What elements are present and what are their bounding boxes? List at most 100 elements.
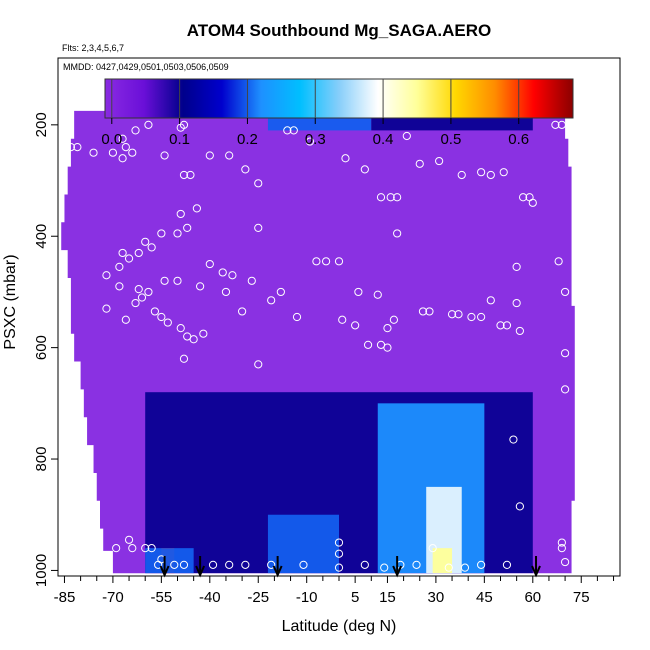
observation-point (144, 120, 153, 129)
observation-point (299, 560, 308, 569)
observation-point (502, 560, 512, 569)
observation-point (502, 321, 512, 330)
observation-point (144, 287, 153, 297)
observation-point (477, 312, 486, 322)
observation-point (560, 557, 570, 567)
observation-point (283, 126, 292, 135)
observation-point (519, 193, 528, 202)
observation-point (131, 126, 140, 135)
observation-point (241, 560, 250, 569)
x-axis: -85 -70 -55 -40 -25 -10 5 15 30 45 60 75 (54, 576, 615, 606)
x-tick-label: 15 (379, 589, 396, 606)
observation-point (157, 229, 166, 238)
observation-point (376, 193, 386, 202)
observation-point (112, 544, 121, 553)
observation-point (179, 120, 189, 129)
observation-point (289, 126, 298, 135)
observation-point (515, 502, 524, 511)
observation-point (238, 307, 247, 316)
observation-point (477, 168, 486, 177)
observation-point (121, 143, 130, 152)
x-tick-label: -25 (247, 589, 269, 606)
observation-point (351, 321, 360, 330)
observation-point (444, 563, 453, 572)
observation-point (334, 563, 344, 572)
observation-point (137, 293, 147, 302)
observation-point (173, 276, 182, 285)
observation-point (447, 310, 457, 319)
observation-point (512, 298, 521, 308)
colorbar-ticks: 0.0 0.1 0.2 0.3 0.4 0.5 0.6 (101, 118, 529, 148)
observation-point (393, 229, 402, 238)
observation-point (386, 193, 395, 202)
observation-point (131, 298, 140, 308)
observation-point (557, 538, 566, 547)
observation-point (499, 168, 508, 177)
x-tick-label: 60 (524, 589, 541, 606)
observation-point (341, 154, 350, 163)
observation-point (173, 229, 182, 238)
colorbar-dividers (111, 79, 520, 118)
observation-point (412, 560, 421, 569)
observation-point (560, 349, 570, 358)
observation-point (393, 193, 402, 202)
dropsonde-arrows (159, 556, 541, 578)
observation-point (560, 287, 570, 297)
colorbar (104, 78, 574, 119)
field-southern-ocean-bl (145, 548, 194, 574)
observation-point (557, 544, 566, 553)
observation-point (205, 151, 214, 160)
observation-point (435, 156, 444, 166)
observation-point (118, 154, 127, 163)
observation-point (486, 296, 495, 305)
observation-point (196, 282, 205, 291)
x-tick-label: 30 (428, 589, 445, 606)
dropsonde-arrow (531, 556, 541, 578)
observation-point (189, 335, 198, 344)
observation-point (208, 560, 218, 569)
observation-point (467, 312, 476, 322)
observation-point (425, 307, 434, 316)
observation-point (121, 315, 130, 324)
observation-point (228, 271, 237, 280)
observation-point (334, 538, 344, 547)
dropsonde-arrow (195, 556, 206, 578)
observation-point (276, 287, 285, 297)
y-axis: 200 400 600 800 1000 (33, 112, 58, 587)
y-tick-label: 800 (33, 447, 50, 472)
y-tick-label: 200 (33, 112, 50, 137)
x-tick-label: -10 (296, 589, 318, 606)
observation-point (373, 290, 382, 299)
observation-point (383, 343, 392, 352)
field-tropical-north-peak (432, 548, 453, 574)
observation-point (115, 262, 124, 271)
colorbar-tick-label: 0.0 (101, 131, 122, 148)
colorbar-tick-label: 0.1 (169, 131, 190, 148)
observation-point (225, 151, 234, 160)
field-southern-midlat-bl (267, 514, 339, 574)
observation-point (557, 120, 566, 129)
dropsonde-arrow (392, 556, 403, 578)
observation-point (509, 435, 518, 444)
observation-point (312, 257, 321, 266)
x-tick-label: 5 (351, 589, 359, 606)
observation-point (267, 560, 276, 569)
observation-point (363, 340, 373, 349)
observation-point (305, 137, 315, 146)
observation-point (418, 307, 428, 316)
observation-point (118, 248, 127, 258)
observation-point (66, 143, 76, 152)
observation-point (124, 254, 134, 263)
colorbar-tick-label: 0.4 (373, 131, 394, 148)
colorbar-tick-label: 0.6 (508, 131, 529, 148)
observation-point (454, 310, 463, 319)
observation-point (512, 262, 521, 271)
observation-point (179, 170, 189, 180)
observation-point (186, 170, 195, 180)
colorbar-tick-label: 0.3 (305, 131, 326, 148)
observation-point (428, 544, 437, 553)
observation-point (134, 285, 143, 294)
observation-point (477, 560, 486, 569)
y-tick-label: 400 (33, 224, 50, 249)
observation-point (147, 544, 156, 553)
